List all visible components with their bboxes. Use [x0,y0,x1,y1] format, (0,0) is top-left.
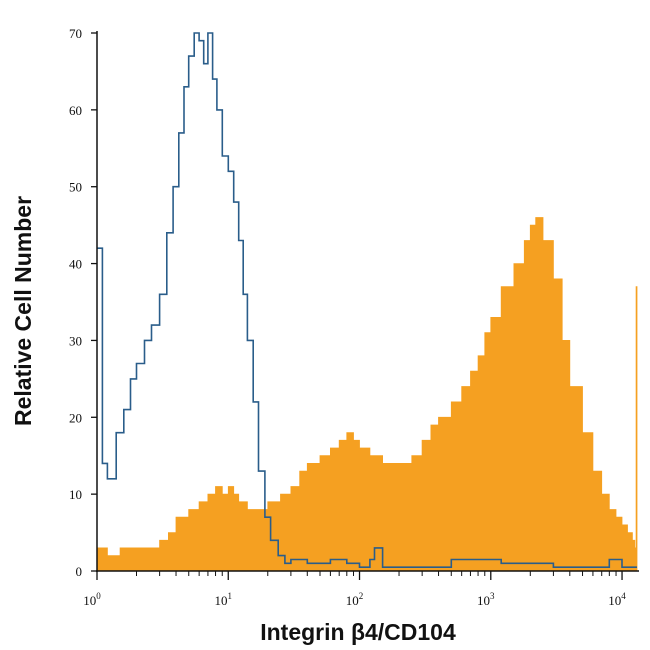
y-tick-label: 10 [69,487,82,502]
x-axis: 100 101 102 103 104 [83,570,639,608]
series-filled-histogram [96,217,638,572]
y-tick-label: 60 [69,103,82,118]
y-tick-label: 70 [69,26,82,41]
y-tick-label: 30 [69,333,82,348]
x-axis-title: Integrin β4/CD104 [260,619,456,645]
x-tick-label: 104 [608,591,626,608]
y-axis: 0 10 20 30 40 50 60 70 [69,26,98,579]
y-tick-label: 20 [69,410,82,425]
y-tick-label: 0 [76,564,83,579]
plot-area [96,32,638,572]
y-axis-title: Relative Cell Number [10,196,36,426]
x-tick-label: 102 [346,591,364,608]
y-tick-label: 40 [69,257,82,272]
x-tick-label: 100 [83,591,101,608]
x-tick-label: 101 [215,591,233,608]
series-outline-histogram [97,32,637,568]
x-tick-label: 103 [477,591,495,608]
y-tick-label: 50 [69,180,82,195]
